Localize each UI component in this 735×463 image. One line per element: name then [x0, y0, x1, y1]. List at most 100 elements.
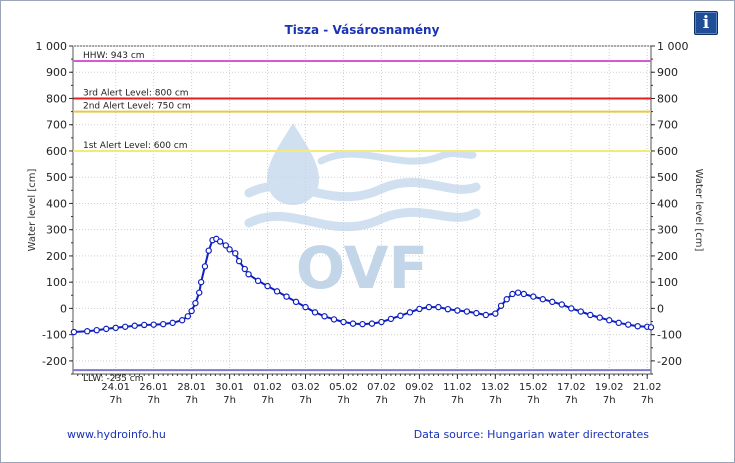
data-point [549, 298, 556, 306]
data-point [205, 247, 212, 254]
data-point [463, 308, 471, 315]
footer-website-link[interactable]: www.hydroinfo.hu [67, 428, 166, 441]
data-point [397, 312, 404, 319]
x-tick-label: 26.01 [139, 382, 168, 393]
data-point [368, 320, 376, 327]
x-tick-sublabel: 7h [223, 395, 236, 406]
x-tick-sublabel: 7h [185, 395, 198, 406]
y-tick-label-left: 800 [46, 92, 67, 105]
data-point [587, 311, 594, 319]
x-tick-sublabel: 7h [337, 395, 350, 406]
data-point [84, 328, 91, 335]
x-tick-sublabel: 7h [375, 395, 388, 406]
data-point [520, 290, 528, 298]
data-point [444, 305, 452, 313]
y-tick-label-left: 1 000 [36, 40, 68, 53]
x-tick-sublabel: 7h [565, 395, 578, 406]
data-point [254, 277, 262, 285]
data-point [226, 246, 233, 253]
data-point [222, 242, 230, 249]
data-point [492, 310, 499, 317]
data-point [178, 317, 186, 324]
y-tick-label-right: 300 [657, 224, 678, 237]
data-point [112, 324, 119, 332]
x-tick-sublabel: 7h [413, 395, 426, 406]
data-point [70, 328, 78, 336]
y-tick-label-left: 0 [60, 302, 67, 315]
x-tick-label: 05.02 [329, 382, 358, 393]
data-point [292, 298, 300, 306]
x-tick-sublabel: 7h [527, 395, 540, 406]
y-tick-label-right: 600 [657, 145, 678, 158]
data-point [264, 282, 271, 290]
data-point [103, 325, 110, 333]
y-tick-label-left: -200 [42, 355, 67, 368]
plot-area [72, 45, 652, 375]
data-point [283, 293, 290, 300]
x-axis: 24.01 7h 26.01 7h 28.01 7h 30.01 7h 01.02 7h 03.02… [77, 374, 662, 406]
data-point [302, 303, 309, 311]
y-tick-label-left: 400 [46, 197, 67, 210]
y-tick-label-right: 800 [657, 92, 678, 105]
y-tick-label-left: 900 [46, 66, 67, 79]
y-axis-left: -200 -100 0 100 200 300 400 500 600 700 800 900 1 00… [36, 40, 73, 375]
data-point [131, 322, 138, 329]
data-point [503, 296, 510, 303]
data-point [625, 321, 632, 328]
series [70, 235, 655, 336]
data-point [140, 321, 148, 329]
data-point [509, 290, 516, 298]
data-point [349, 320, 357, 327]
y-tick-label-right: -200 [657, 355, 682, 368]
y-tick-label-left: 600 [46, 145, 67, 158]
data-point [159, 320, 167, 328]
data-point [530, 293, 537, 300]
x-tick-sublabel: 7h [299, 395, 312, 406]
reference-line-label: 3rd Alert Level: 800 cm [83, 88, 189, 98]
y-tick-label-right: 100 [657, 276, 678, 289]
data-point [615, 319, 622, 327]
footer-data-source: Data source: Hungarian water directorate… [414, 428, 650, 441]
watermark-text: OVF [296, 234, 428, 302]
x-tick-label: 30.01 [215, 382, 244, 393]
x-tick-label: 15.02 [519, 382, 548, 393]
data-point [216, 238, 224, 245]
data-point [577, 308, 584, 315]
x-tick-sublabel: 7h [641, 395, 654, 406]
data-point [184, 313, 192, 320]
info-button[interactable]: i [694, 11, 718, 35]
y-tick-label-left: -100 [42, 329, 67, 342]
y-tick-label-right: 500 [657, 171, 678, 184]
reference-line-label: 2nd Alert Level: 750 cm [83, 102, 191, 112]
data-point [514, 289, 522, 296]
y-tick-label-left: 100 [46, 276, 67, 289]
data-point [93, 326, 100, 334]
data-point [634, 323, 641, 330]
data-point [568, 305, 575, 312]
x-tick-label: 24.01 [101, 382, 130, 393]
x-tick-label: 11.02 [443, 382, 472, 393]
x-tick-label: 03.02 [291, 382, 320, 393]
data-point [416, 305, 423, 313]
x-tick-sublabel: 7h [261, 395, 274, 406]
data-point [188, 307, 195, 315]
reference-line-label: HHW: 943 cm [83, 51, 145, 61]
x-tick-label: 19.02 [595, 382, 624, 393]
y-tick-label-left: 300 [46, 224, 67, 237]
data-point [273, 288, 281, 295]
y-tick-label-right: 200 [657, 250, 678, 263]
data-point [330, 316, 338, 323]
chart-title: Tisza - Vásárosnamény [285, 23, 440, 37]
y-tick-label-left: 500 [46, 171, 67, 184]
y-tick-label-right: 1 000 [657, 40, 689, 53]
x-tick-label: 01.02 [253, 382, 282, 393]
data-point [558, 301, 565, 308]
data-point [406, 309, 414, 316]
data-point [497, 302, 505, 309]
data-point [150, 321, 157, 328]
data-point [196, 289, 203, 296]
data-point [539, 296, 547, 303]
y-tick-label-left: 700 [46, 119, 67, 132]
